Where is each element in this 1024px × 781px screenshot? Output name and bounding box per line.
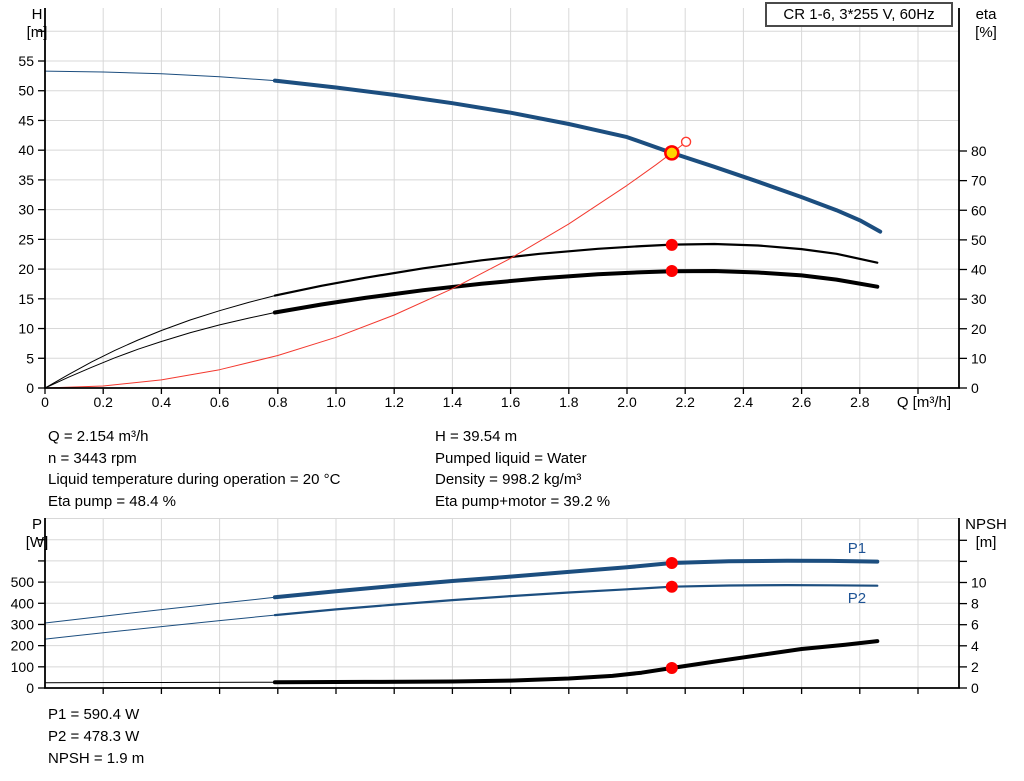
y-left-tick-label: 35 [18, 172, 34, 188]
y-right-tick-label: 0 [971, 380, 979, 396]
info-pumped-liquid: Pumped liquid = Water [435, 449, 587, 467]
y-right-tick-label: 40 [971, 262, 987, 278]
y-left-tick-label: 0 [26, 380, 34, 396]
y-left-tick-label: 300 [11, 616, 35, 632]
info-speed: n = 3443 rpm [48, 449, 137, 467]
y-left-tick-label: 45 [18, 112, 34, 128]
eta-pump-duty-point [665, 238, 678, 251]
y-right-tick-label: 8 [971, 596, 979, 612]
duty-point [664, 145, 680, 161]
info-flow: Q = 2.154 m³/h [48, 428, 149, 445]
p2-curve [44, 614, 276, 640]
system-curve [44, 142, 686, 389]
y-right-tick-label: 50 [971, 232, 987, 248]
y-left-tick-label: 100 [11, 659, 35, 675]
info-p1: P1 = 590.4 W [48, 706, 140, 723]
y-left-tick-label: 30 [18, 202, 34, 218]
x-tick-label: 0 [41, 394, 49, 410]
y-left-axis-unit: [W] [26, 534, 49, 551]
y-left-axis-unit: [m] [27, 24, 48, 41]
y-left-tick-label: 20 [18, 261, 34, 277]
y-right-tick-label: 6 [971, 617, 979, 633]
info-liquid-temperature: Liquid temperature during operation = 20… [48, 471, 341, 489]
eta-pump-motor-curve [272, 269, 880, 315]
head-curve [44, 70, 276, 82]
info-head: H = 39.54 m [435, 428, 518, 445]
y-right-tick-label: 4 [971, 638, 979, 654]
npsh-curve [44, 681, 276, 684]
y-right-axis-label: eta [976, 6, 998, 23]
eta-pump-motor-duty-point [665, 264, 678, 277]
y-left-tick-label: 5 [26, 350, 34, 366]
y-right-tick-label: 20 [971, 321, 987, 337]
p1-curve [44, 596, 276, 624]
y-left-tick-label: 500 [11, 574, 35, 590]
y-left-axis-label: H [32, 6, 43, 23]
y-right-tick-label: 10 [971, 350, 987, 366]
x-tick-label: 1.8 [559, 394, 579, 410]
x-tick-label: 1.6 [501, 394, 521, 410]
head-curve [272, 78, 883, 234]
y-right-tick-label: 0 [971, 680, 979, 696]
y-left-tick-label: 10 [18, 321, 34, 337]
info-eta-pump: Eta pump = 48.4 % [48, 493, 176, 511]
y-left-tick-label: 40 [18, 142, 34, 158]
x-tick-label: 2.4 [734, 394, 754, 410]
x-tick-label: 1.0 [326, 394, 346, 410]
y-left-tick-label: 55 [18, 53, 34, 69]
x-tick-label: 2.6 [792, 394, 812, 410]
y-right-axis-unit: [%] [975, 24, 997, 41]
x-axis-label: Q [m³/h] [897, 394, 951, 411]
x-tick-label: 0.2 [93, 394, 113, 410]
x-tick-label: 1.4 [443, 394, 463, 410]
npsh-duty-point [665, 661, 678, 674]
requested-duty-point [680, 136, 692, 148]
eta-pump-motor-curve [44, 312, 276, 389]
x-tick-label: 0.8 [268, 394, 288, 410]
eta-pump-curve [273, 242, 879, 297]
y-right-tick-label: 30 [971, 291, 987, 307]
p2-curve [273, 584, 879, 617]
y-left-tick-label: 15 [18, 291, 34, 307]
pump-title-box: CR 1-6, 3*255 V, 60Hz [765, 2, 953, 27]
p1-duty-point [665, 556, 678, 569]
info-density: Density = 998.2 kg/m³ [435, 471, 582, 489]
power-info-block: P1 = 590.4 W P2 = 478.3 W NPSH = 1.9 m [48, 704, 144, 770]
curve-label-p1: P1 [848, 540, 866, 557]
y-left-tick-label: 400 [11, 595, 35, 611]
duty-info-left: Q = 2.154 m³/h n = 3443 rpm Liquid tempe… [48, 426, 340, 513]
x-tick-label: 2.0 [617, 394, 637, 410]
y-right-tick-label: 80 [971, 143, 987, 159]
x-tick-label: 2.2 [675, 394, 695, 410]
x-tick-label: 2.8 [850, 394, 870, 410]
y-right-tick-label: 70 [971, 173, 987, 189]
info-p2: P2 = 478.3 W [48, 728, 140, 745]
y-right-tick-label: 10 [971, 575, 987, 591]
y-right-axis-unit: [m] [976, 534, 997, 551]
p1-curve [272, 558, 880, 600]
x-tick-label: 0.6 [210, 394, 230, 410]
y-right-tick-label: 2 [971, 659, 979, 675]
y-left-tick-label: 50 [18, 83, 34, 99]
y-right-axis-label: NPSH [965, 516, 1007, 533]
eta-pump-curve [44, 295, 276, 389]
x-tick-label: 1.2 [384, 394, 404, 410]
y-left-tick-label: 0 [26, 680, 34, 696]
info-npsh: NPSH = 1.9 m [48, 750, 145, 767]
y-left-axis-label: P [32, 516, 42, 533]
p2-duty-point [665, 580, 678, 593]
info-eta-pump-motor: Eta pump+motor = 39.2 % [435, 493, 611, 511]
y-left-tick-label: 200 [11, 638, 35, 654]
duty-info-right: H = 39.54 m Pumped liquid = Water Densit… [435, 426, 610, 513]
y-left-tick-label: 25 [18, 231, 34, 247]
y-right-tick-label: 60 [971, 202, 987, 218]
pump-title: CR 1-6, 3*255 V, 60Hz [783, 6, 935, 23]
x-tick-label: 0.4 [152, 394, 172, 410]
curve-label-p2: P2 [848, 590, 866, 607]
npsh-curve [272, 639, 880, 685]
